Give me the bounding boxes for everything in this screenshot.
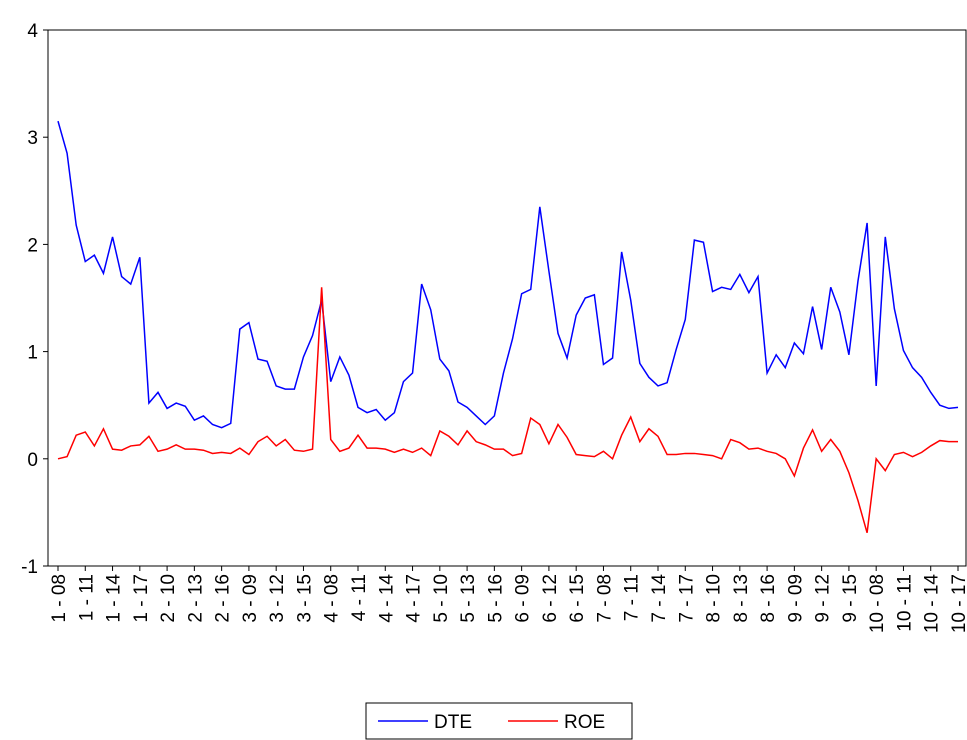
- x-tick-label: 5 - 10: [431, 574, 452, 623]
- x-tick-label: 3 - 09: [240, 574, 261, 623]
- legend: DTE ROE: [365, 702, 633, 740]
- x-tick-label: 5 - 16: [485, 574, 506, 623]
- series-line: [57, 287, 958, 533]
- x-tick-label: 4 - 08: [322, 574, 343, 623]
- x-tick-label: 3 - 15: [294, 574, 315, 623]
- y-tick-label: 4: [27, 21, 38, 42]
- x-tick-label: 8 - 13: [731, 574, 752, 623]
- x-tick-label: 8 - 10: [704, 574, 725, 623]
- x-tick-label: 5 - 13: [458, 574, 479, 623]
- legend-label: DTE: [434, 712, 472, 733]
- x-tick-label: 6 - 09: [513, 574, 534, 623]
- x-tick-label: 7 - 14: [649, 574, 670, 623]
- x-tick-label: 7 - 17: [676, 574, 697, 623]
- x-tick-label: 4 - 14: [376, 574, 397, 623]
- x-tick-label: 10 - 11: [894, 574, 915, 632]
- x-tick-label: 1 - 17: [131, 574, 152, 623]
- x-tick-label: 4 - 11: [349, 574, 370, 621]
- x-tick-label: 10 - 14: [922, 574, 943, 634]
- x-tick-label: 1 - 11: [76, 574, 97, 621]
- series-line: [57, 120, 959, 429]
- x-tick-label: 1 - 08: [49, 574, 70, 623]
- x-tick-label: 10 - 17: [949, 574, 967, 633]
- x-tick-label: 4 - 17: [404, 574, 425, 623]
- x-tick-label: 8 - 16: [758, 574, 779, 623]
- x-tick-label: 1 - 14: [104, 574, 125, 623]
- x-tick-label: 9 - 12: [813, 574, 834, 623]
- y-tick-label: 0: [27, 450, 38, 471]
- x-tick-label: 7 - 08: [594, 574, 615, 623]
- plot-frame: [47, 29, 967, 567]
- x-tick-label: 6 - 12: [540, 574, 561, 623]
- x-tick-label: 2 - 10: [158, 574, 179, 623]
- x-tick-label: 7 - 11: [622, 574, 643, 621]
- x-tick-label: 10 - 08: [867, 574, 888, 633]
- y-tick-label: 3: [27, 128, 38, 149]
- x-tick-label: 6 - 15: [567, 574, 588, 623]
- x-tick-label: 2 - 13: [185, 574, 206, 623]
- x-tick-label: 9 - 09: [785, 574, 806, 623]
- y-tick-label: 2: [27, 235, 38, 256]
- legend-label: ROE: [564, 712, 605, 733]
- x-tick-label: 3 - 12: [267, 574, 288, 623]
- y-tick-label: 1: [27, 343, 38, 364]
- x-tick-label: 9 - 15: [840, 574, 861, 623]
- x-tick-label: 2 - 16: [213, 574, 234, 623]
- y-tick-label: -1: [21, 557, 38, 578]
